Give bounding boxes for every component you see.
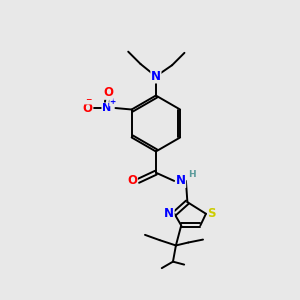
Text: N: N bbox=[151, 70, 161, 83]
Text: O: O bbox=[103, 86, 113, 99]
Text: −: − bbox=[85, 95, 92, 104]
Text: S: S bbox=[208, 207, 216, 220]
Text: N: N bbox=[102, 103, 111, 113]
Text: +: + bbox=[110, 97, 116, 106]
Text: N: N bbox=[164, 207, 174, 220]
Text: H: H bbox=[189, 170, 196, 179]
Text: N: N bbox=[176, 174, 186, 188]
Text: O: O bbox=[83, 101, 93, 115]
Text: O: O bbox=[127, 174, 137, 188]
